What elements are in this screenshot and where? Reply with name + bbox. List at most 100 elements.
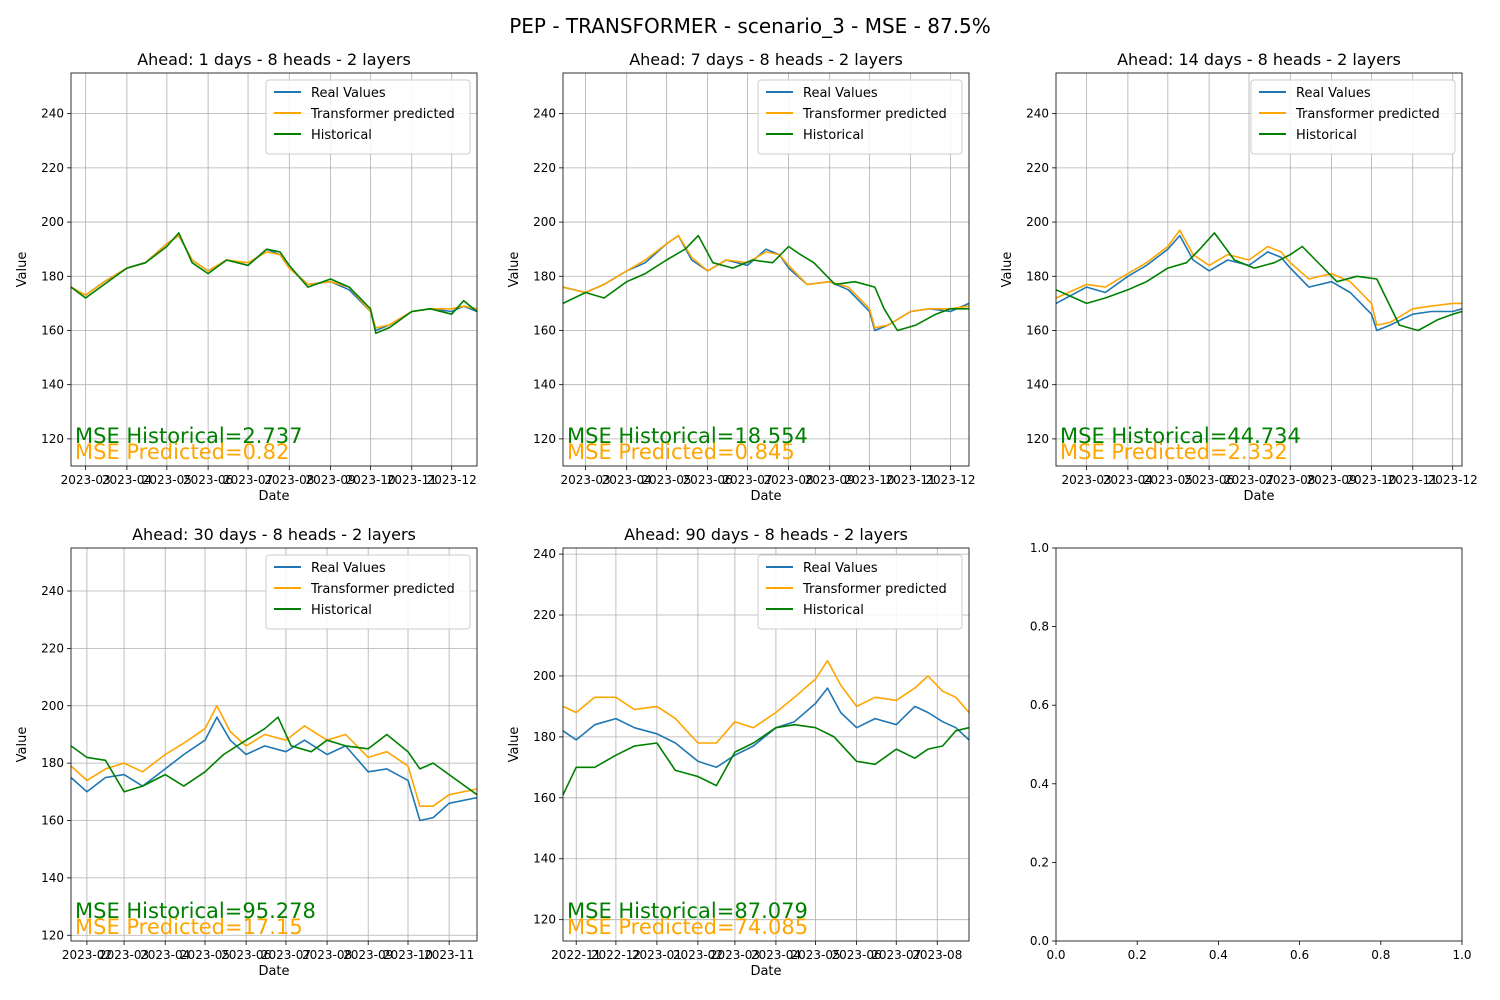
y-tick-label: 180 xyxy=(1026,269,1049,283)
x-tick-label: 2023-08 xyxy=(302,948,352,962)
y-tick-label: 220 xyxy=(41,641,64,655)
x-tick-label: 2023-06 xyxy=(683,473,733,487)
legend: Real Values Transformer predicted Historic… xyxy=(757,79,963,155)
y-tick-label: 240 xyxy=(1026,107,1049,121)
x-tick-label: 2023-10 xyxy=(345,473,395,487)
x-tick-label: 2023-04 xyxy=(602,473,652,487)
mse-predicted-label: MSE Predicted=74.085 xyxy=(567,915,808,939)
x-tick-label: 0.2 xyxy=(1128,948,1147,962)
legend-label: Real Values xyxy=(311,86,386,101)
y-tick-label: 120 xyxy=(1026,432,1049,446)
y-tick-label: 140 xyxy=(533,378,556,392)
x-axis-label: Date xyxy=(750,489,781,504)
subplot-6: 0.0 0.2 0.4 0.6 0.8 1.0 0.0 0.2 0.4 0.6 0.8 1.0 xyxy=(1030,541,1472,962)
x-tick-label: 2023-05 xyxy=(641,473,691,487)
y-tick-label: 160 xyxy=(41,323,64,337)
x-tick-label: 2023-07 xyxy=(261,948,311,962)
y-tick-label: 200 xyxy=(41,699,64,713)
y-tick-label: 140 xyxy=(533,852,556,866)
series-line xyxy=(1055,232,1463,332)
subplot-5: 2022-112022-122023-012023-022023-032023-… xyxy=(507,525,970,979)
legend-box xyxy=(757,554,963,630)
x-tick-label: 2023-04 xyxy=(140,948,190,962)
x-axis-label: Date xyxy=(258,489,289,504)
y-tick-label: 140 xyxy=(1026,378,1049,392)
axes-frame xyxy=(562,547,970,942)
legend-box xyxy=(1250,79,1456,155)
y-tick-label: 180 xyxy=(533,730,556,744)
legend: Real Values Transformer predicted Historic… xyxy=(265,554,471,630)
x-axis-label: Date xyxy=(750,964,781,979)
x-tick-label: 0.8 xyxy=(1371,948,1390,962)
y-tick-label: 180 xyxy=(41,756,64,770)
y-tick-label: 1.0 xyxy=(1030,541,1049,555)
y-tick-label: 0.8 xyxy=(1030,620,1049,634)
x-tick-label: 2022-11 xyxy=(551,948,601,962)
y-axis-label: Value xyxy=(1000,252,1015,288)
x-tick-label: 2023-05 xyxy=(142,473,192,487)
series-line xyxy=(70,232,478,335)
legend-label: Historical xyxy=(803,128,864,143)
x-tick-label: 2023-04 xyxy=(751,948,801,962)
mse-historical-label: MSE Historical=87.079 xyxy=(567,899,808,923)
series-line xyxy=(1055,234,1463,332)
x-tick-label: 2023-07 xyxy=(1224,473,1274,487)
legend-box xyxy=(265,79,471,155)
x-tick-label: 2023-04 xyxy=(1103,473,1153,487)
mse-predicted-label: MSE Predicted=2.332 xyxy=(1060,440,1288,464)
x-tick-label: 2023-09 xyxy=(805,473,855,487)
x-tick-label: 0.6 xyxy=(1290,948,1309,962)
series-line xyxy=(70,716,478,796)
series-line xyxy=(70,234,478,332)
y-tick-label: 200 xyxy=(533,215,556,229)
subplot-2: 2023-032023-042023-052023-062023-072023-… xyxy=(507,50,975,504)
x-tick-label: 2023-07 xyxy=(223,473,273,487)
y-tick-label: 160 xyxy=(1026,323,1049,337)
axes-frame xyxy=(70,547,478,942)
y-tick-label: 240 xyxy=(533,107,556,121)
x-tick-label: 2023-05 xyxy=(791,948,841,962)
axes-frame xyxy=(1055,72,1463,467)
x-tick-label: 2023-10 xyxy=(844,473,894,487)
legend-label: Transformer predicted xyxy=(310,107,455,122)
mse-predicted-label: MSE Predicted=17.15 xyxy=(75,915,303,939)
y-tick-label: 0.2 xyxy=(1030,855,1049,869)
y-axis-label: Value xyxy=(15,727,30,763)
x-tick-label: 2023-09 xyxy=(1306,473,1356,487)
series-line xyxy=(1055,229,1462,326)
y-tick-label: 240 xyxy=(41,584,64,598)
legend-label: Transformer predicted xyxy=(310,582,455,597)
y-axis-label: Value xyxy=(507,252,522,288)
subplot-title: Ahead: 1 days - 8 heads - 2 layers xyxy=(137,50,411,69)
x-tick-label: 2023-04 xyxy=(102,473,152,487)
x-tick-label: 2023-03 xyxy=(710,948,760,962)
x-tick-label: 2023-11 xyxy=(886,473,936,487)
y-tick-label: 240 xyxy=(533,547,556,561)
x-tick-label: 2023-11 xyxy=(387,473,437,487)
x-tick-label: 2023-09 xyxy=(343,948,393,962)
y-tick-label: 200 xyxy=(1026,215,1049,229)
x-tick-label: 2023-03 xyxy=(1062,473,1112,487)
y-tick-label: 140 xyxy=(41,378,64,392)
x-axis-label: Date xyxy=(1243,489,1274,504)
x-tick-label: 2023-08 xyxy=(264,473,314,487)
x-tick-label: 2023-10 xyxy=(383,948,433,962)
legend-label: Real Values xyxy=(1296,86,1371,101)
legend-box xyxy=(757,79,963,155)
mse-historical-label: MSE Historical=95.278 xyxy=(75,899,316,923)
x-tick-label: 0.0 xyxy=(1046,948,1065,962)
x-tick-label: 2023-11 xyxy=(424,948,474,962)
y-tick-label: 120 xyxy=(533,432,556,446)
x-tick-label: 2023-06 xyxy=(183,473,233,487)
y-tick-label: 220 xyxy=(41,161,64,175)
x-tick-label: 2023-05 xyxy=(180,948,230,962)
legend-box xyxy=(265,554,471,630)
legend-label: Transformer predicted xyxy=(1295,107,1440,122)
legend: Real Values Transformer predicted Historic… xyxy=(757,554,963,630)
mse-historical-label: MSE Historical=2.737 xyxy=(75,424,302,448)
y-tick-label: 180 xyxy=(41,269,64,283)
x-tick-label: 2023-03 xyxy=(560,473,610,487)
legend-label: Historical xyxy=(311,603,372,618)
legend-label: Transformer predicted xyxy=(802,582,947,597)
